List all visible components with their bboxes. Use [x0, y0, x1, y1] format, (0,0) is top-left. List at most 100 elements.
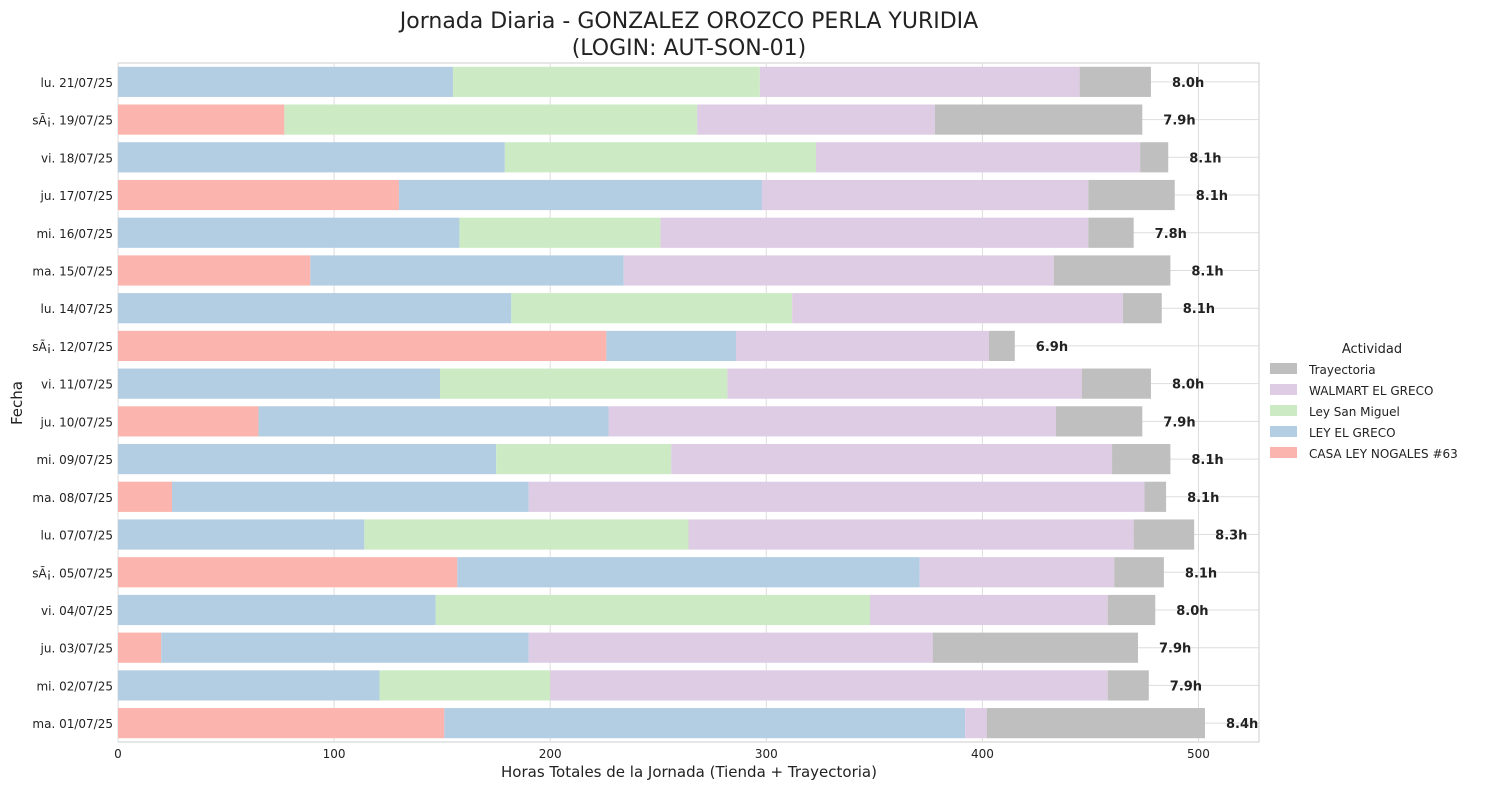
y-tick-label: ju. 17/07/25 — [40, 189, 113, 203]
bar-segment-trayectoria — [1088, 217, 1134, 248]
bar-segment-walmart-el-greco — [671, 443, 1113, 475]
bar-segment-trayectoria — [1140, 142, 1169, 173]
bars — [118, 66, 1205, 739]
bar-segment-walmart-el-greco — [528, 481, 1145, 512]
x-tick-label: 0 — [114, 747, 122, 761]
bar-segment-trayectoria — [1112, 443, 1171, 475]
bar-segment-trayectoria — [1081, 368, 1151, 399]
x-tick-label: 300 — [755, 747, 778, 761]
x-tick-labels: 0 100 200 300 400 500 — [114, 747, 1210, 761]
bar-segment-walmart-el-greco — [759, 66, 1080, 97]
bar-total-label: 8.1h — [1189, 151, 1221, 166]
y-tick-label: ju. 03/07/25 — [40, 642, 113, 656]
y-tick-label: mi. 16/07/25 — [36, 227, 113, 241]
y-tick-label: vi. 04/07/25 — [41, 604, 113, 618]
bar-segment-ley-san-miguel — [496, 443, 672, 475]
legend-item-label: LEY EL GRECO — [1309, 426, 1396, 440]
bar-segment-ley-el-greco — [118, 443, 497, 475]
bar-total-label: 8.1h — [1191, 453, 1223, 468]
bar-segment-ley-san-miguel — [504, 142, 816, 173]
bar-segment-walmart-el-greco — [727, 368, 1082, 399]
bar-segment-walmart-el-greco — [550, 670, 1108, 701]
bar-total-label: 8.1h — [1196, 189, 1228, 204]
y-tick-label: vi. 11/07/25 — [41, 378, 113, 392]
chart-title-line2: (LOGIN: AUT-SON-01) — [572, 36, 807, 61]
bar-segment-trayectoria — [988, 330, 1015, 362]
bar-segment-trayectoria — [1144, 481, 1167, 512]
bar-segment-walmart-el-greco — [870, 594, 1108, 626]
bar-segment-trayectoria — [934, 104, 1143, 135]
bar-segment-ley-san-miguel — [459, 217, 661, 248]
bar-segment-casa-ley-nogales-63 — [118, 406, 259, 437]
bar-segment-casa-ley-nogales-63 — [118, 330, 607, 362]
bar-total-label: 6.9h — [1036, 340, 1068, 355]
bar-segment-ley-san-miguel — [435, 594, 871, 626]
bar-segment-trayectoria — [1088, 179, 1175, 211]
bar-segment-ley-el-greco — [118, 594, 436, 626]
y-tick-labels: lu. 21/07/25 sÃ¡. 19/07/25 vi. 18/07/25 ju.… — [32, 76, 113, 731]
bar-segment-walmart-el-greco — [623, 255, 1054, 286]
bar-segment-casa-ley-nogales-63 — [118, 557, 458, 588]
bar-total-label: 8.1h — [1191, 264, 1223, 279]
legend-item-label: CASA LEY NOGALES #63 — [1309, 447, 1458, 461]
legend-swatch — [1270, 426, 1297, 437]
bar-segment-trayectoria — [1122, 293, 1162, 324]
bar-segment-ley-el-greco — [258, 406, 609, 437]
bar-segment-ley-san-miguel — [439, 368, 728, 399]
bar-segment-walmart-el-greco — [697, 104, 935, 135]
x-axis-label: Horas Totales de la Jornada (Tienda + Tr… — [501, 763, 877, 781]
bar-segment-trayectoria — [932, 632, 1138, 663]
bar-segment-ley-san-miguel — [452, 66, 760, 97]
legend-item-label: WALMART EL GRECO — [1309, 384, 1433, 398]
bar-segment-trayectoria — [1053, 255, 1171, 286]
bar-total-label: 7.9h — [1170, 679, 1202, 694]
bar-segment-walmart-el-greco — [608, 406, 1056, 437]
y-tick-label: lu. 21/07/25 — [41, 76, 113, 90]
bar-segment-walmart-el-greco — [688, 519, 1134, 550]
bar-segment-ley-el-greco — [606, 330, 737, 362]
bar-segment-trayectoria — [1107, 594, 1156, 626]
bar-segment-ley-el-greco — [118, 217, 460, 248]
bar-total-label: 8.3h — [1215, 529, 1247, 544]
y-tick-label: ma. 01/07/25 — [32, 717, 113, 731]
legend-swatch — [1270, 363, 1297, 374]
bar-segment-casa-ley-nogales-63 — [118, 104, 285, 135]
bar-segment-trayectoria — [986, 708, 1205, 739]
chart-title-line1: Jornada Diaria - GONZALEZ OROZCO PERLA Y… — [398, 9, 978, 34]
bar-segment-ley-san-miguel — [364, 519, 689, 550]
x-tick-label: 500 — [1187, 747, 1210, 761]
y-axis-label: Fecha — [8, 381, 26, 425]
x-tick-label: 200 — [539, 747, 562, 761]
bar-segment-ley-el-greco — [118, 66, 453, 97]
bar-total-label: 8.1h — [1185, 566, 1217, 581]
bar-segment-trayectoria — [1055, 406, 1143, 437]
bar-total-label: 8.0h — [1172, 378, 1204, 393]
bar-segment-casa-ley-nogales-63 — [118, 481, 173, 512]
bar-segment-walmart-el-greco — [792, 293, 1123, 324]
bar-segment-walmart-el-greco — [660, 217, 1089, 248]
bar-segment-ley-el-greco — [118, 368, 440, 399]
bar-segment-casa-ley-nogales-63 — [118, 708, 445, 739]
bar-segment-trayectoria — [1114, 557, 1164, 588]
bar-segment-ley-san-miguel — [284, 104, 698, 135]
bar-segment-trayectoria — [1133, 519, 1195, 550]
y-tick-label: vi. 18/07/25 — [41, 151, 113, 165]
bar-segment-ley-san-miguel — [511, 293, 793, 324]
y-tick-label: lu. 14/07/25 — [41, 302, 113, 316]
y-tick-label: ma. 08/07/25 — [32, 491, 113, 505]
bar-segment-ley-el-greco — [118, 142, 505, 173]
bar-segment-walmart-el-greco — [761, 179, 1089, 211]
bar-segment-trayectoria — [1079, 66, 1151, 97]
bar-segment-ley-el-greco — [118, 519, 365, 550]
bar-segment-walmart-el-greco — [736, 330, 989, 362]
legend-title: Actividad — [1342, 342, 1402, 357]
bar-segment-ley-el-greco — [172, 481, 529, 512]
bar-segment-ley-el-greco — [161, 632, 529, 663]
bar-total-label: 7.9h — [1163, 415, 1195, 430]
y-tick-label: sÃ¡. 12/07/25 — [32, 339, 113, 354]
bar-segment-ley-san-miguel — [379, 670, 551, 701]
bar-segment-ley-el-greco — [310, 255, 624, 286]
bar-segment-ley-el-greco — [118, 670, 380, 701]
